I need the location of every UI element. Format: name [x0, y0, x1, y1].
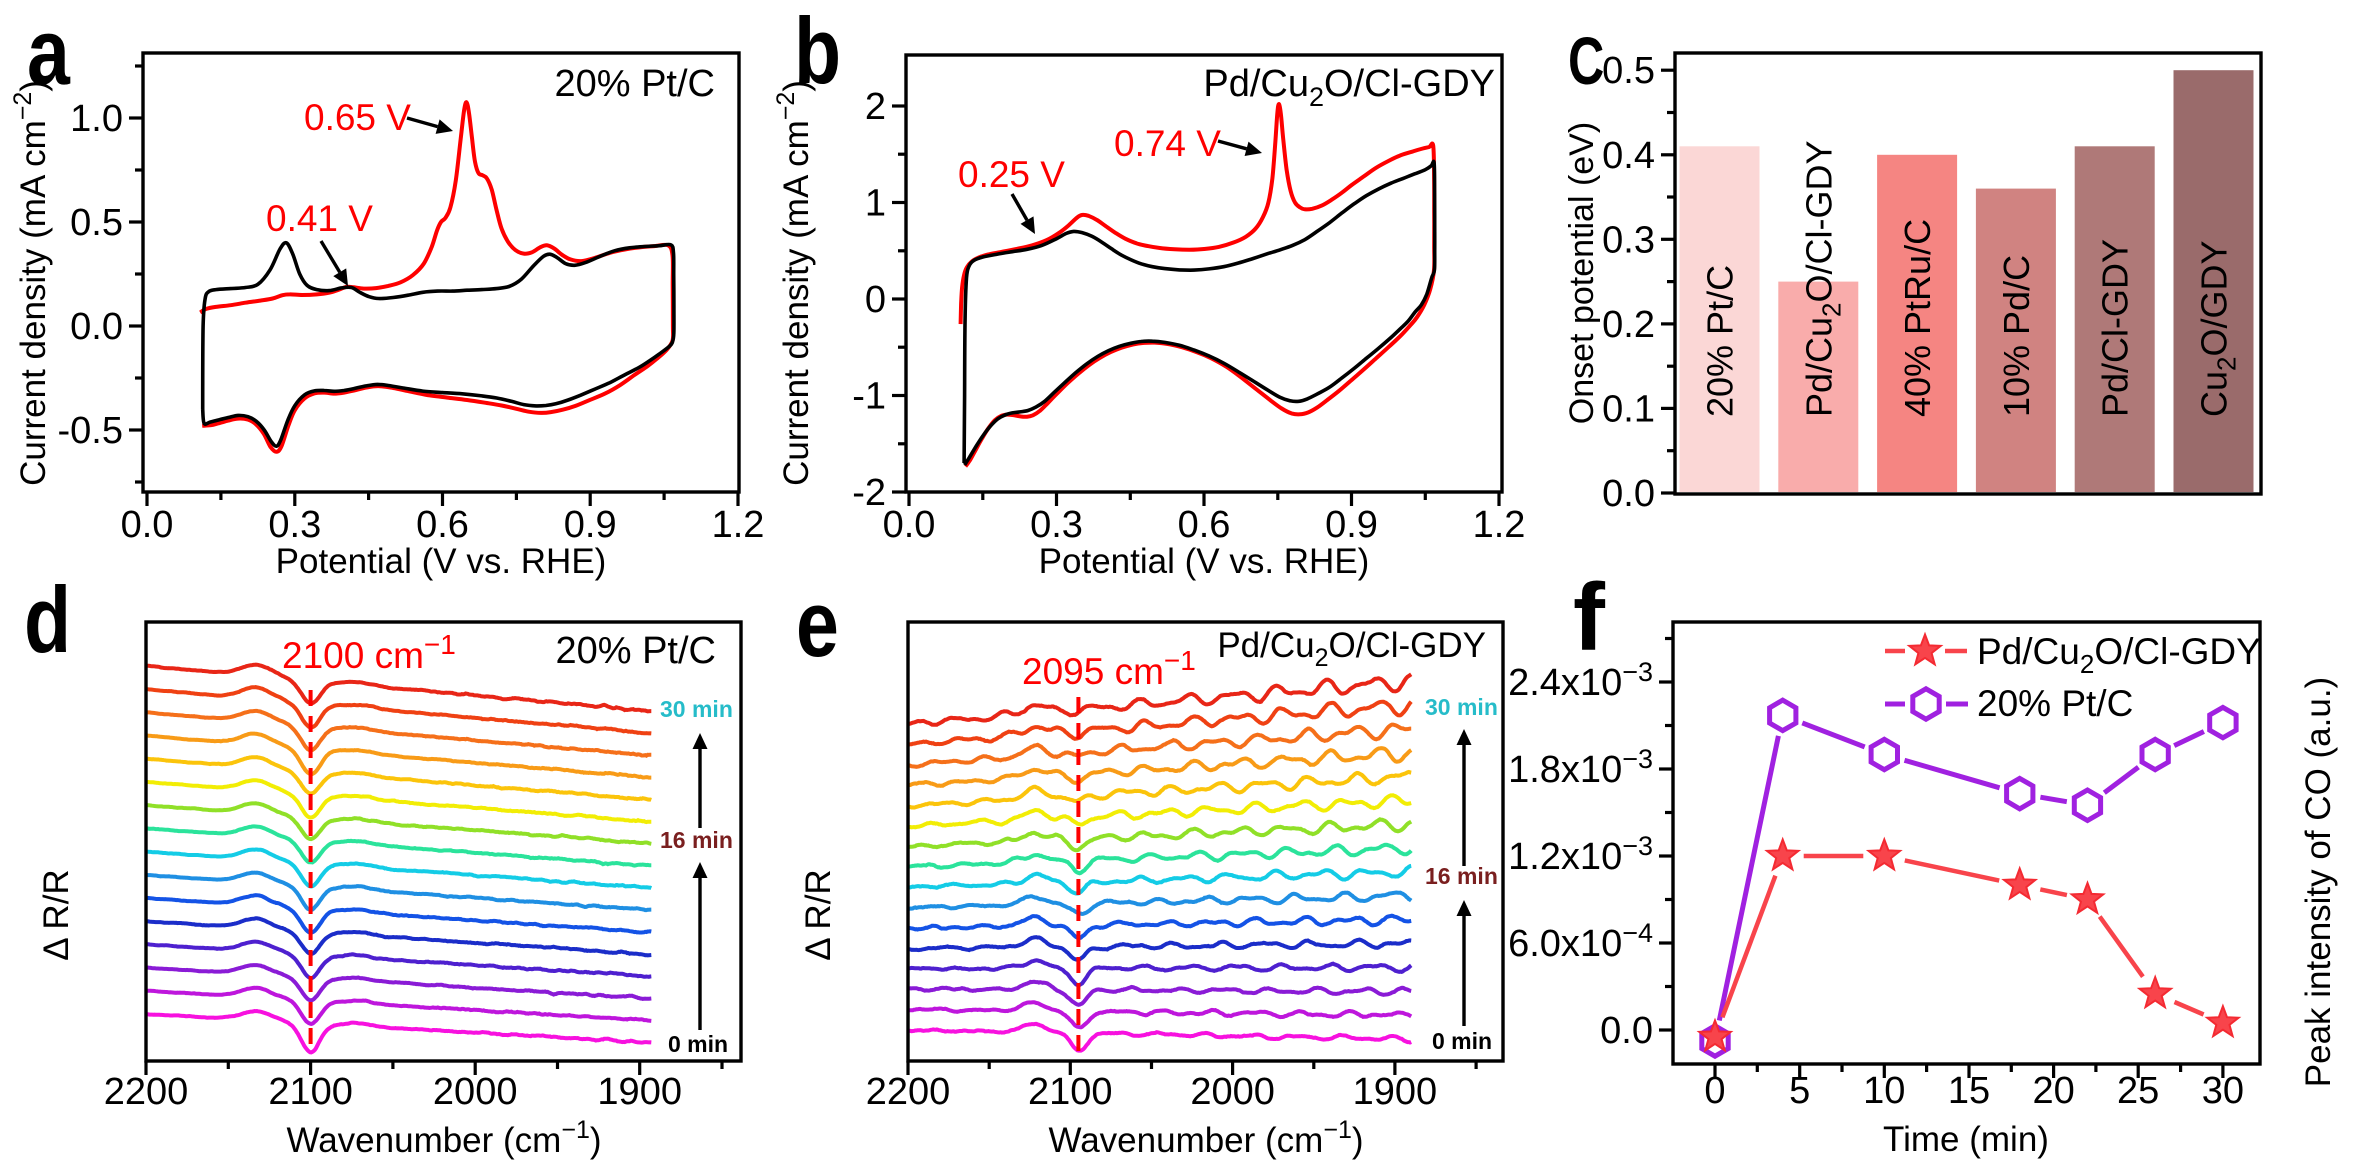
- svg-text:0.0: 0.0: [70, 306, 123, 348]
- svg-text:20: 20: [2032, 1070, 2074, 1112]
- svg-text:0.0: 0.0: [1600, 1010, 1653, 1052]
- svg-text:0.5: 0.5: [70, 202, 123, 244]
- svg-text:Wavenumber (cm−1): Wavenumber (cm−1): [286, 1116, 601, 1160]
- svg-text:Pd/Cu2O/Cl-GDY: Pd/Cu2O/Cl-GDY: [1798, 140, 1846, 417]
- svg-text:0.4: 0.4: [1602, 135, 1655, 177]
- svg-text:2200: 2200: [866, 1071, 951, 1113]
- svg-text:20% Pt/C: 20% Pt/C: [1977, 683, 2133, 724]
- svg-text:1900: 1900: [597, 1071, 682, 1113]
- svg-text:1: 1: [865, 183, 886, 225]
- svg-text:-2: -2: [852, 472, 886, 514]
- svg-text:16 min: 16 min: [1425, 863, 1498, 889]
- svg-text:2000: 2000: [433, 1071, 518, 1113]
- svg-text:2200: 2200: [104, 1071, 189, 1113]
- svg-text:a: a: [27, 0, 71, 105]
- svg-text:0.6: 0.6: [416, 504, 469, 546]
- svg-text:Time (min): Time (min): [1883, 1120, 2049, 1159]
- svg-text:1.2: 1.2: [1473, 504, 1526, 546]
- svg-text:Potential (V vs. RHE): Potential (V vs. RHE): [1039, 542, 1370, 581]
- svg-text:30 min: 30 min: [1425, 694, 1498, 720]
- svg-text:Pd/Cu2O/Cl-GDY: Pd/Cu2O/Cl-GDY: [1977, 631, 2261, 679]
- svg-text:0.65 V: 0.65 V: [304, 97, 411, 138]
- svg-text:Peak intensity of CO (a.u.): Peak intensity of CO (a.u.): [2299, 677, 2338, 1087]
- svg-text:C: C: [1568, 23, 1604, 99]
- svg-text:0.2: 0.2: [1602, 304, 1655, 346]
- svg-text:Δ R/R: Δ R/R: [37, 869, 76, 960]
- svg-text:0: 0: [865, 279, 886, 321]
- svg-text:Current density (mA cm−2): Current density (mA cm−2): [9, 80, 53, 486]
- svg-text:2: 2: [865, 86, 886, 128]
- svg-text:20% Pt/C: 20% Pt/C: [554, 63, 715, 105]
- svg-text:0.0: 0.0: [883, 504, 936, 546]
- svg-text:0.25 V: 0.25 V: [958, 154, 1065, 195]
- svg-text:15: 15: [1948, 1070, 1990, 1112]
- svg-text:1.0: 1.0: [70, 98, 123, 140]
- svg-text:0.9: 0.9: [1325, 504, 1378, 546]
- svg-text:0.6: 0.6: [1178, 504, 1231, 546]
- svg-text:5: 5: [1789, 1070, 1810, 1112]
- svg-text:0.3: 0.3: [268, 504, 321, 546]
- svg-text:0.3: 0.3: [1602, 219, 1655, 261]
- svg-text:20% Pt/C: 20% Pt/C: [555, 630, 716, 672]
- svg-text:Pd/Cl-GDY: Pd/Cl-GDY: [2095, 239, 2136, 417]
- svg-text:0.5: 0.5: [1602, 50, 1655, 92]
- svg-text:0: 0: [1704, 1070, 1725, 1112]
- svg-text:2000: 2000: [1190, 1071, 1275, 1113]
- svg-text:b: b: [794, 0, 841, 104]
- svg-text:0.1: 0.1: [1602, 388, 1655, 430]
- svg-text:Δ R/R: Δ R/R: [799, 869, 838, 960]
- svg-text:2100: 2100: [268, 1071, 353, 1113]
- svg-text:Potential (V vs. RHE): Potential (V vs. RHE): [276, 542, 607, 581]
- svg-text:f: f: [1573, 564, 1606, 671]
- svg-text:0 min: 0 min: [668, 1031, 728, 1057]
- svg-text:30: 30: [2202, 1070, 2244, 1112]
- svg-text:0.41 V: 0.41 V: [266, 198, 373, 239]
- svg-text:0 min: 0 min: [1432, 1028, 1492, 1054]
- svg-text:-1: -1: [852, 376, 886, 418]
- svg-text:0.0: 0.0: [121, 504, 174, 546]
- svg-text:d: d: [24, 568, 71, 673]
- svg-text:16 min: 16 min: [660, 827, 733, 853]
- svg-text:0.74 V: 0.74 V: [1114, 123, 1221, 164]
- svg-text:Pd/Cu2O/Cl-GDY: Pd/Cu2O/Cl-GDY: [1203, 63, 1495, 112]
- svg-text:0.0: 0.0: [1602, 473, 1655, 515]
- svg-text:10: 10: [1863, 1070, 1905, 1112]
- svg-text:40% PtRu/C: 40% PtRu/C: [1897, 219, 1938, 417]
- svg-text:1.2: 1.2: [712, 504, 765, 546]
- svg-text:-0.5: -0.5: [58, 410, 123, 452]
- svg-text:25: 25: [2117, 1070, 2159, 1112]
- svg-text:Cu2O/GDY: Cu2O/GDY: [2194, 240, 2242, 417]
- svg-text:Current density (mA cm−2): Current density (mA cm−2): [772, 80, 816, 486]
- svg-text:0.3: 0.3: [1030, 504, 1083, 546]
- svg-text:Wavenumber (cm−1): Wavenumber (cm−1): [1048, 1116, 1363, 1160]
- svg-text:Pd/Cu2O/Cl-GDY: Pd/Cu2O/Cl-GDY: [1217, 626, 1486, 672]
- svg-text:30 min: 30 min: [660, 696, 733, 722]
- svg-text:20% Pt/C: 20% Pt/C: [1700, 265, 1741, 417]
- svg-text:2100: 2100: [1028, 1071, 1113, 1113]
- svg-text:10% Pd/C: 10% Pd/C: [1996, 255, 2037, 417]
- svg-text:e: e: [796, 572, 839, 677]
- svg-text:1900: 1900: [1353, 1071, 1438, 1113]
- svg-text:Onset potential (eV): Onset potential (eV): [1563, 122, 1601, 424]
- svg-text:0.9: 0.9: [564, 504, 617, 546]
